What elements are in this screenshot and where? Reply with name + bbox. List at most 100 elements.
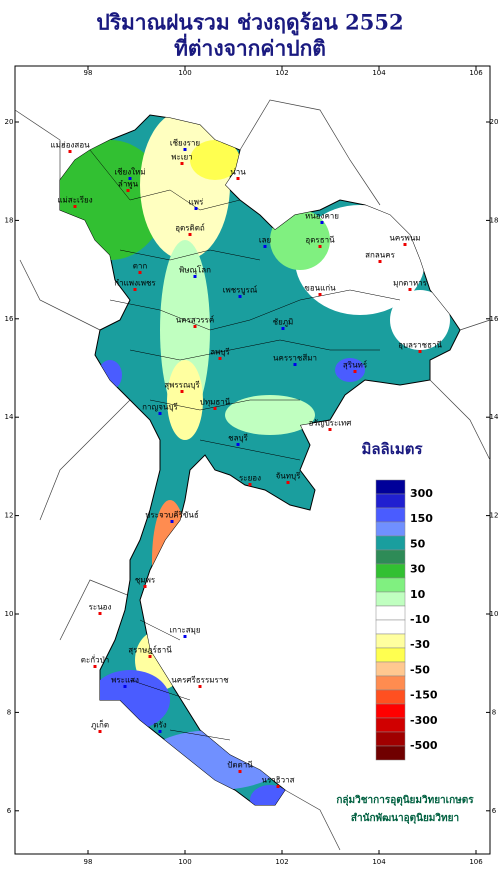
legend-swatch <box>375 507 406 523</box>
place-label: อรัญประเทศ <box>309 419 352 428</box>
station-dot <box>281 327 285 330</box>
lon-label: 98 <box>84 69 93 77</box>
place-label: แพร่ <box>189 198 204 207</box>
lat-label: 20 <box>490 118 499 126</box>
place-label: หนองคาย <box>305 212 339 221</box>
lat-label: 10 <box>490 610 499 618</box>
legend-swatch <box>375 577 406 593</box>
station-dot <box>238 295 242 298</box>
place-label: สุราษฎร์ธานี <box>128 645 172 655</box>
lat-label: 8 <box>7 708 11 716</box>
place-label: พะเยา <box>171 153 192 162</box>
station-dot <box>408 288 412 291</box>
station-dot <box>193 325 197 328</box>
legend-swatch <box>375 647 406 663</box>
station-dot <box>328 428 332 431</box>
legend-label: -500 <box>410 739 438 752</box>
station-dot <box>183 148 187 151</box>
legend: 300 150 50 30 10 -10 -30 -50 -150 -300 -500 <box>375 479 438 761</box>
place-label: ลพบุรี <box>210 348 230 357</box>
lat-label: 10 <box>5 610 14 618</box>
place-label: แม่ฮ่องสอน <box>50 141 90 150</box>
legend-title: มิลลิเมตร <box>361 440 423 458</box>
place-label: สุพรรณบุรี <box>164 381 200 390</box>
legend-swatch <box>375 689 406 705</box>
place-label: เชียงราย <box>170 139 200 148</box>
lon-label: 98 <box>84 858 93 866</box>
legend-swatch <box>375 703 406 719</box>
place-label: เชียงใหม่ <box>114 168 145 177</box>
subtitle: ที่ต่างจากค่าปกติ <box>174 33 326 61</box>
province-borders <box>89 149 401 741</box>
station-dot <box>158 412 162 415</box>
lat-label: 16 <box>5 315 14 323</box>
lat-label: 12 <box>5 512 14 520</box>
legend-label: -300 <box>410 714 438 727</box>
legend-label: -50 <box>410 663 430 676</box>
station-dot <box>170 520 174 523</box>
place-label: ประจวบคีรีขันธ์ <box>145 510 199 520</box>
station-dot <box>193 275 197 278</box>
lat-label: 14 <box>490 413 499 421</box>
legend-label: 50 <box>410 537 426 550</box>
place-label: ภูเก็ต <box>91 720 109 731</box>
legend-swatch <box>375 633 406 649</box>
lat-label: 18 <box>490 216 499 224</box>
station-dot <box>286 481 290 484</box>
legend-swatch <box>375 731 406 747</box>
station-dot <box>378 260 382 263</box>
place-label: นครพนม <box>389 234 420 243</box>
station-dot <box>93 665 97 668</box>
legend-swatch <box>375 535 406 551</box>
place-label: ชลบุรี <box>228 434 248 443</box>
place-label: ลำพูน <box>118 180 139 190</box>
station-dot <box>236 177 240 180</box>
legend-swatch <box>375 619 406 635</box>
title: ปริมาณฝนรวม ช่วงฤดูร้อน 2552 <box>96 10 403 37</box>
station-dot <box>123 685 127 688</box>
place-label: น่าน <box>230 168 246 177</box>
legend-label: 300 <box>410 487 433 500</box>
station-dot <box>238 770 242 773</box>
legend-swatch <box>375 563 406 579</box>
station-dot <box>98 612 102 615</box>
station-dot <box>128 177 132 180</box>
station-dot <box>188 233 192 236</box>
place-label: อุบลราชธานี <box>398 341 442 350</box>
lat-label: 16 <box>490 315 499 323</box>
legend-swatch <box>375 479 406 495</box>
place-label: นครศรีธรรมราช <box>171 676 229 685</box>
lat-label: 8 <box>492 708 496 716</box>
place-label: สกลนคร <box>365 251 395 260</box>
place-label: ตรัง <box>153 721 166 730</box>
place-label: ขอนแก่น <box>304 284 336 293</box>
legend-swatch <box>375 591 406 607</box>
place-label: อุดรธานี <box>305 236 335 245</box>
place-label: เพชรบูรณ์ <box>223 285 258 296</box>
station-dot <box>248 483 252 486</box>
place-label: จันทบุรี <box>276 472 302 481</box>
station-dot <box>293 363 297 366</box>
station-dot <box>133 288 137 291</box>
legend-label: -30 <box>410 638 430 651</box>
place-label: ตาก <box>133 262 148 271</box>
station-dot <box>318 293 322 296</box>
place-label: นครราชสีมา <box>273 354 317 363</box>
legend-swatch <box>375 717 406 733</box>
lon-label: 104 <box>372 69 386 77</box>
place-label: มุกดาหาร <box>393 279 428 288</box>
legend-swatch <box>375 745 406 761</box>
station-dot <box>198 685 202 688</box>
station-dot <box>263 245 267 248</box>
station-dot <box>148 655 152 658</box>
place-label: แม่สะเรียง <box>57 196 92 205</box>
legend-label: 10 <box>410 588 426 601</box>
lon-label: 104 <box>372 858 386 866</box>
lon-label: 106 <box>469 69 483 77</box>
credit: กลุ่มวิชาการอุตุนิยมวิทยาเกษตร <box>336 794 474 806</box>
legend-swatch <box>375 521 406 537</box>
station-dot <box>180 162 184 165</box>
station-dot <box>126 189 130 192</box>
station-dot <box>318 245 322 248</box>
